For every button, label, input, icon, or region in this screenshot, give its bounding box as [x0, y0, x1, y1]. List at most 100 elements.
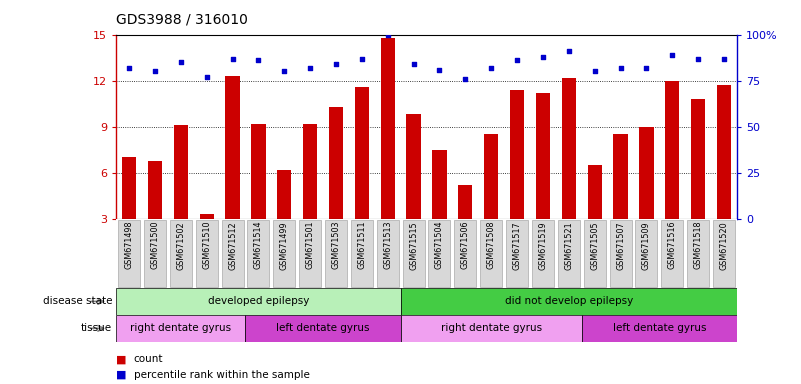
Point — [278, 68, 291, 74]
Text: GSM671508: GSM671508 — [487, 221, 496, 270]
Point — [175, 59, 187, 65]
Bar — [584, 220, 606, 286]
Text: GSM671510: GSM671510 — [202, 221, 211, 270]
Bar — [481, 220, 502, 286]
Bar — [458, 185, 473, 265]
Text: GSM671501: GSM671501 — [306, 221, 315, 270]
Text: GSM671502: GSM671502 — [176, 221, 185, 270]
Point — [614, 65, 627, 71]
Bar — [116, 288, 400, 315]
Bar — [433, 150, 447, 265]
Text: developed epilepsy: developed epilepsy — [207, 296, 309, 306]
Text: tissue: tissue — [81, 323, 112, 333]
Text: GSM671507: GSM671507 — [616, 221, 625, 270]
Text: GSM671518: GSM671518 — [694, 221, 702, 270]
Text: GSM671517: GSM671517 — [513, 221, 521, 270]
Text: GSM671509: GSM671509 — [642, 221, 651, 270]
Bar — [299, 220, 321, 286]
Bar — [329, 107, 343, 265]
Bar — [252, 124, 265, 265]
Bar — [199, 214, 214, 265]
Point — [433, 66, 446, 73]
Text: GSM671499: GSM671499 — [280, 221, 289, 270]
Text: GSM671506: GSM671506 — [461, 221, 470, 270]
Point — [640, 65, 653, 71]
Bar — [506, 220, 528, 286]
Point — [407, 61, 420, 67]
Bar — [665, 81, 679, 265]
Bar — [355, 87, 369, 265]
Bar — [484, 134, 498, 265]
Bar — [532, 220, 554, 286]
Point — [329, 61, 342, 67]
Bar — [400, 288, 737, 315]
Text: GSM671515: GSM671515 — [409, 221, 418, 270]
Point — [718, 55, 731, 61]
Text: left dentate gyrus: left dentate gyrus — [613, 323, 706, 333]
Text: percentile rank within the sample: percentile rank within the sample — [134, 370, 310, 380]
Point — [562, 48, 575, 54]
Bar — [195, 220, 218, 286]
Bar — [273, 220, 296, 286]
Point — [148, 68, 161, 74]
Bar — [429, 220, 450, 286]
Bar — [303, 124, 317, 265]
Bar — [144, 220, 166, 286]
Text: GSM671504: GSM671504 — [435, 221, 444, 270]
Bar — [400, 315, 582, 342]
Point — [537, 54, 549, 60]
Bar — [582, 315, 737, 342]
Bar — [148, 161, 162, 265]
Bar — [406, 114, 421, 265]
Bar — [536, 93, 550, 265]
Text: left dentate gyrus: left dentate gyrus — [276, 323, 370, 333]
Text: GSM671516: GSM671516 — [668, 221, 677, 270]
Text: GSM671513: GSM671513 — [383, 221, 392, 270]
Bar — [713, 220, 735, 286]
Text: right dentate gyrus: right dentate gyrus — [131, 323, 231, 333]
Bar — [614, 134, 628, 265]
Point — [200, 74, 213, 80]
Text: ■: ■ — [116, 354, 127, 364]
Point — [356, 55, 368, 61]
Bar — [222, 220, 244, 286]
Point — [459, 76, 472, 82]
Bar — [170, 220, 191, 286]
Text: GSM671500: GSM671500 — [151, 221, 159, 270]
Point — [485, 65, 497, 71]
Bar — [122, 157, 136, 265]
Text: GSM671505: GSM671505 — [590, 221, 599, 270]
Bar — [351, 220, 372, 286]
Bar — [610, 220, 631, 286]
Point — [666, 52, 678, 58]
Bar — [380, 38, 395, 265]
Point — [511, 57, 524, 63]
Bar — [225, 76, 239, 265]
Bar — [116, 315, 245, 342]
Text: GSM671511: GSM671511 — [357, 221, 366, 270]
Bar — [403, 220, 425, 286]
Text: ■: ■ — [116, 370, 127, 380]
Bar — [717, 85, 731, 265]
Bar — [118, 220, 140, 286]
Bar — [687, 220, 709, 286]
Bar — [277, 170, 292, 265]
Point — [381, 31, 394, 38]
Point — [692, 55, 705, 61]
Bar — [662, 220, 683, 286]
Text: GSM671519: GSM671519 — [538, 221, 547, 270]
Bar — [376, 220, 399, 286]
Point — [226, 55, 239, 61]
Text: GSM671503: GSM671503 — [332, 221, 340, 270]
Bar — [639, 127, 654, 265]
Point — [252, 57, 265, 63]
Bar — [248, 220, 269, 286]
Text: GSM671520: GSM671520 — [719, 221, 728, 270]
Bar — [691, 99, 705, 265]
Bar — [245, 315, 400, 342]
Text: GSM671521: GSM671521 — [564, 221, 574, 270]
Point — [123, 65, 135, 71]
Bar — [588, 165, 602, 265]
Text: did not develop epilepsy: did not develop epilepsy — [505, 296, 633, 306]
Bar — [454, 220, 477, 286]
